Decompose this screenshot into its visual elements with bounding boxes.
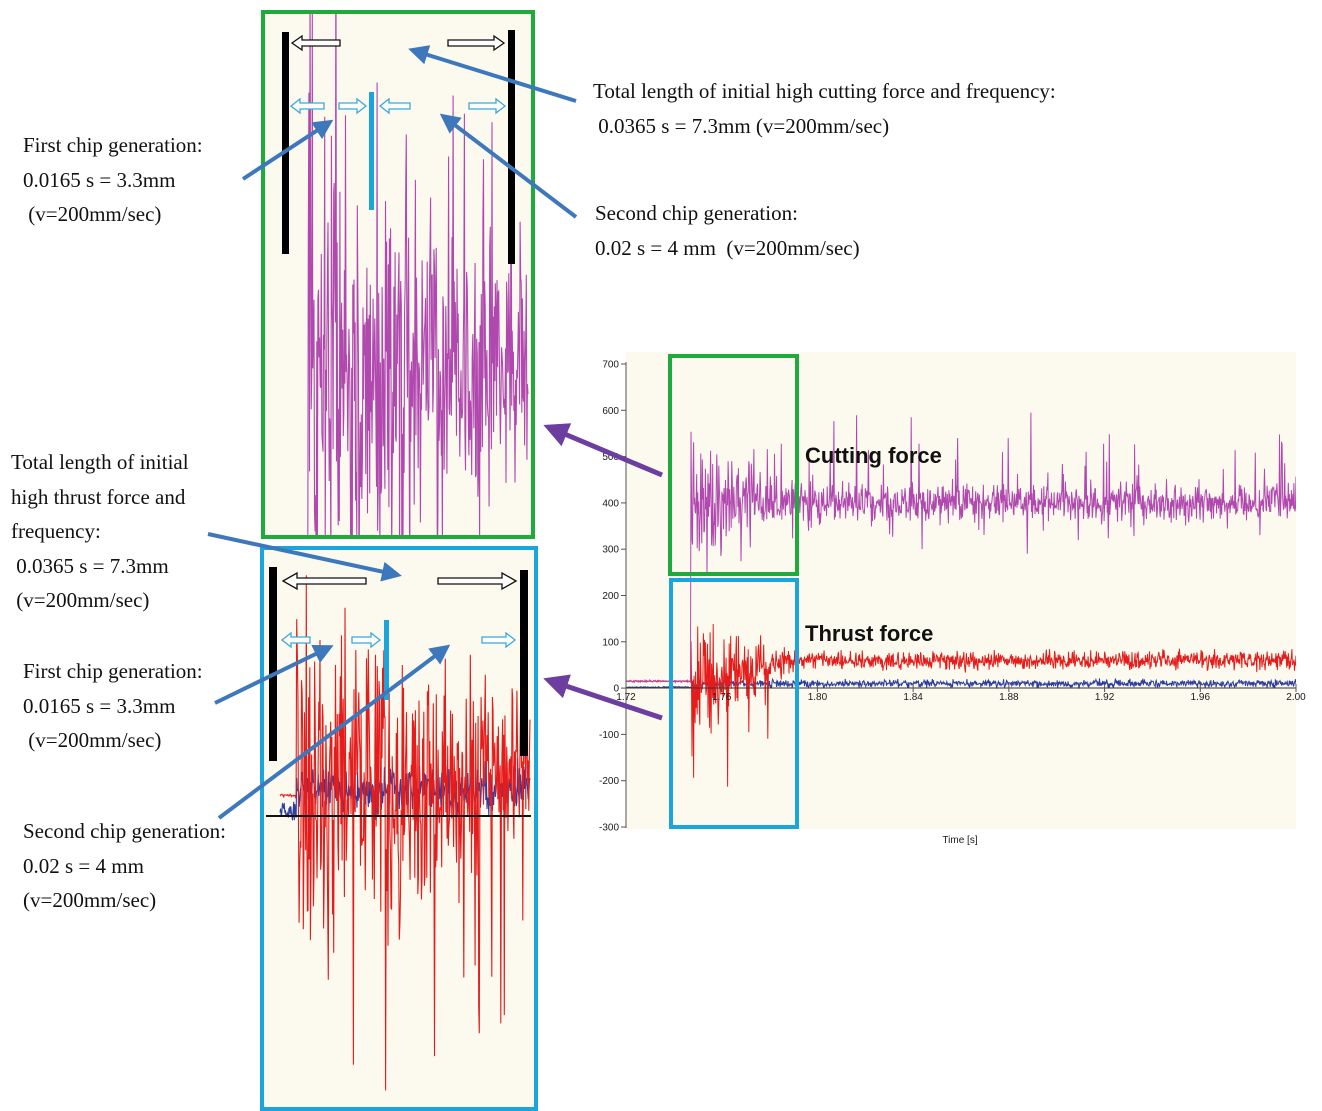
thrust-total-annotation: Total length of initial high thrust force… [11,445,189,618]
x-tick-label: 1.96 [1191,692,1211,703]
cut-first-pointer [241,119,334,181]
thrust-force-label: Thrust force [805,621,933,646]
y-axis-ticks: 700 600 500 400 300 200 100 0 -100 -200 -300 [599,360,626,834]
cut-first-right-arrow [338,97,368,115]
annotation-line: Total length of initial [11,450,189,474]
annotation-line: 0.0165 s = 3.3mm [23,693,176,718]
x-axis-ticks: 1.72 1.76 1.80 1.84 1.88 1.92 1.96 2.00 [616,684,1306,703]
y-tick-label: 300 [602,545,619,556]
y-tick-label: 600 [602,406,619,417]
thrust-zoom-background [264,550,535,1108]
cut-second-right-arrow [468,97,507,115]
y-tick-label: -100 [599,730,619,741]
thrust-total-pointer [207,532,402,582]
cut-start-marker [282,32,289,254]
cut-first-annotation: First chip generation: 0.0165 s = 3.3mm (… [23,128,203,232]
cutting-zoom-series [307,14,529,536]
y-tick-label: 700 [602,360,619,371]
annotation-line: First chip generation: [23,133,203,157]
thrust-zoom-series [279,575,531,1091]
annotation-arrows [207,45,663,820]
thrust-zoom-trace [279,575,531,1091]
thrust-zoom-panel [260,546,538,1111]
cutting-highlight-box [668,354,799,576]
cutting-zoom-trace [307,14,529,536]
thrust-first-annotation: First chip generation: 0.0165 s = 3.3mm (… [23,654,203,758]
annotation-line: (v=200mm/sec) [23,888,157,912]
x-tick-label: 1.84 [903,692,923,703]
annotation-line: (v=200mm/sec) [23,728,162,752]
thrust-force-trace [626,623,1296,787]
cut-chip-divider [369,92,374,210]
cutting-zoom-link [543,423,663,478]
thrust-end-marker [520,570,528,756]
annotation-line: high thrust force and [11,484,186,509]
x-tick-label: 1.76 [712,692,732,703]
x-tick-label: 1.72 [616,692,636,703]
y-tick-label: 0 [613,684,619,695]
annotation-line: (v=200mm/sec) [11,588,150,612]
y-tick-label: 400 [602,498,619,509]
x-tick-label: 2.00 [1286,692,1306,703]
y-tick-label: 100 [602,637,619,648]
cut-second-left-arrow [378,97,411,115]
cut-total-pointer [408,45,577,103]
annotation-line: 0.0365 s = 7.3mm [11,553,169,578]
cutting-force-label: Cutting force [805,443,942,468]
annotation-line: frequency: [11,519,101,543]
annotation-line: (v=200mm/sec) [23,202,162,226]
cut-second-annotation: Second chip generation: 0.02 s = 4 mm (v=… [595,196,860,265]
x-tick-label: 1.80 [808,692,828,703]
annotation-line: 0.0365 s = 7.3mm (v=200mm/sec) [593,113,890,138]
thrust-total-left-arrow [281,571,367,591]
thrust-start-marker [269,567,277,761]
cut-total-left-arrow [290,34,341,52]
annotation-line: 0.02 s = 4 mm (v=200mm/sec) [595,235,860,260]
annotation-line: Second chip generation: [595,201,798,225]
thrust-chip-divider [384,620,389,700]
plot-background [626,352,1296,829]
x-axis-label: Time [s] [942,835,977,846]
annotation-line: 0.0165 s = 3.3mm [23,167,176,192]
main-series-group [626,412,1296,787]
y-tick-label: 500 [602,452,619,463]
thrust-second-pointer [217,644,451,820]
thrust-first-left-arrow [280,631,311,649]
thrust-first-right-arrow [351,631,382,649]
thrust-total-right-arrow [437,571,518,591]
thrust-zoom-link [543,674,663,721]
cut-total-annotation: Total length of initial high cutting for… [593,74,1056,143]
y-tick-label: -300 [599,823,619,834]
x-tick-label: 1.92 [1095,692,1115,703]
annotation-line: Second chip generation: [23,819,226,843]
thrust-second-right-arrow [481,631,517,649]
cutting-zoom-panel [261,10,535,539]
thrust-first-pointer [214,645,334,705]
cut-end-marker [508,30,515,264]
cut-total-right-arrow [447,34,506,52]
cut-first-left-arrow [289,97,325,115]
cut-second-pointer [439,113,578,219]
x-tick-label: 1.88 [999,692,1019,703]
y-tick-label: 200 [602,591,619,602]
thrust-highlight-box [669,578,799,829]
y-tick-label: -200 [599,776,619,787]
annotation-line: First chip generation: [23,659,203,683]
cutting-force-trace [626,412,1296,684]
thrust-zoom-border [260,546,538,1111]
annotation-line: Total length of initial high cutting for… [593,79,1056,103]
annotation-line: 0.02 s = 4 mm [23,853,144,878]
cutting-zoom-border [261,10,535,539]
thrust-second-annotation: Second chip generation: 0.02 s = 4 mm (v=2… [23,814,226,918]
